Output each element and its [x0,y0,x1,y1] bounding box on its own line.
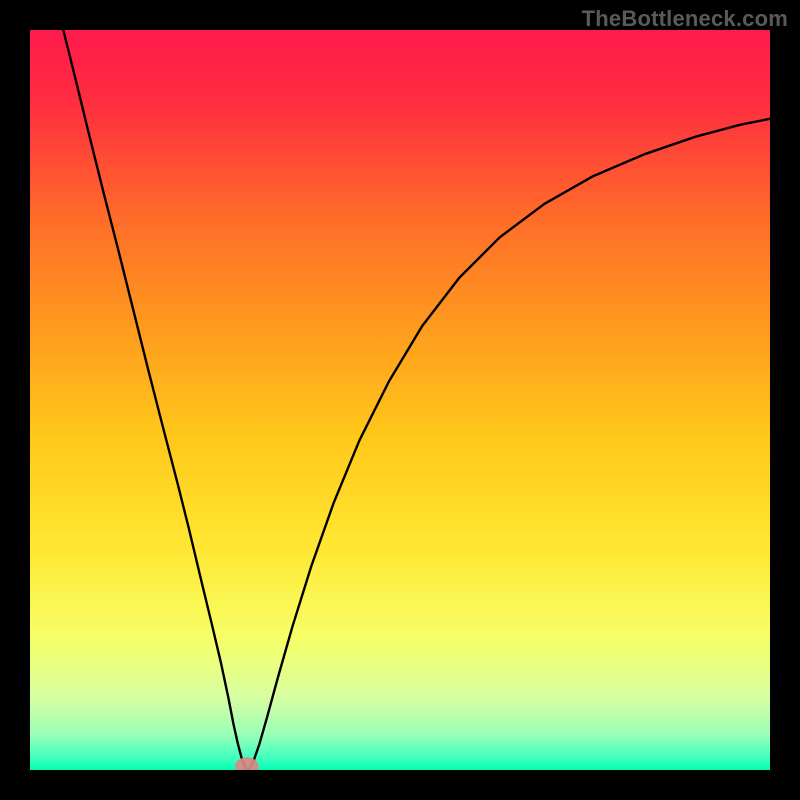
watermark-text: TheBottleneck.com [582,6,788,32]
chart-container: TheBottleneck.com [0,0,800,800]
gradient-background [30,30,770,770]
plot-area [30,30,770,770]
chart-svg [30,30,770,770]
